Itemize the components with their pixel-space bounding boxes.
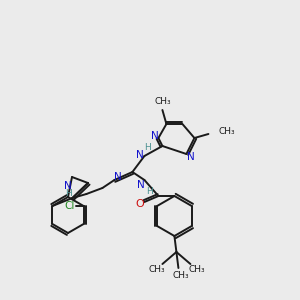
- Text: O: O: [135, 199, 144, 209]
- Text: N: N: [113, 172, 121, 182]
- Text: Cl: Cl: [64, 201, 75, 211]
- Text: N: N: [136, 180, 144, 190]
- Text: CH₃: CH₃: [218, 128, 235, 136]
- Text: CH₃: CH₃: [172, 272, 189, 280]
- Text: H: H: [146, 187, 153, 196]
- Text: H: H: [64, 188, 71, 197]
- Text: N: N: [151, 131, 158, 141]
- Text: CH₃: CH₃: [188, 266, 205, 274]
- Text: N: N: [136, 150, 143, 160]
- Text: N: N: [187, 152, 194, 162]
- Text: CH₃: CH₃: [154, 98, 171, 106]
- Text: N: N: [64, 181, 72, 191]
- Text: CH₃: CH₃: [148, 266, 165, 274]
- Text: H: H: [144, 143, 151, 152]
